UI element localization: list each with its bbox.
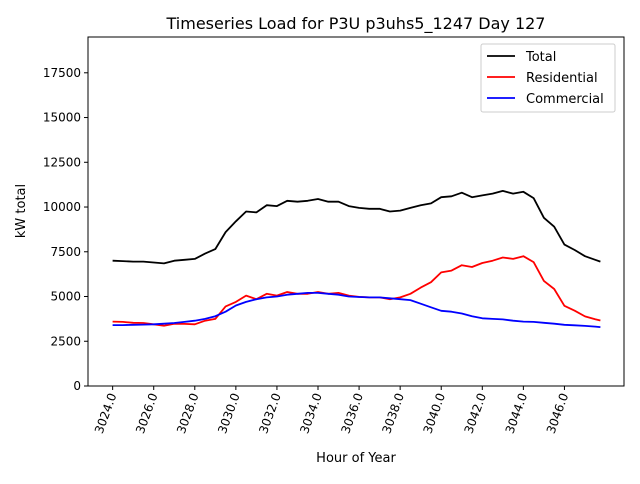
series-line-total (112, 189, 601, 265)
x-tick-label: 3032.0 (256, 391, 284, 435)
legend-label: Commercial (526, 92, 604, 107)
plot-area (112, 189, 601, 328)
y-tick-label: 7500 (50, 245, 81, 259)
x-tick-label: 3038.0 (379, 391, 407, 435)
y-tick-label: 2500 (50, 334, 81, 348)
legend-label: Residential (526, 71, 598, 86)
plot-frame (87, 36, 625, 387)
y-tick-label: 17500 (43, 66, 81, 80)
x-tick-label: 3036.0 (338, 391, 366, 435)
x-tick-label: 3026.0 (133, 391, 161, 435)
y-tick-label: 5000 (50, 290, 81, 304)
x-tick-label: 3046.0 (544, 391, 572, 435)
legend-label: Total (525, 50, 556, 65)
y-axis-label: kW total (14, 184, 29, 238)
series-line-residential (112, 255, 601, 327)
x-tick-label: 3042.0 (462, 391, 490, 435)
x-tick-label: 3034.0 (297, 391, 325, 435)
y-tick-label: 10000 (43, 200, 81, 214)
legend-box (480, 43, 616, 113)
x-axis-label: Hour of Year (316, 451, 396, 466)
y-axis: 0 2500 5000 7500 10000 12500 15000 17500 (43, 66, 88, 393)
x-tick-label: 3030.0 (215, 391, 243, 435)
x-tick-label: 3028.0 (174, 391, 202, 435)
chart-title: Timeseries Load for P3U p3uhs5_1247 Day … (166, 14, 546, 34)
y-tick-label: 12500 (43, 155, 81, 169)
x-tick-label: 3024.0 (92, 391, 120, 435)
x-tick-label: 3040.0 (421, 391, 449, 435)
legend: Total Residential Commercial (480, 43, 616, 113)
x-tick-label: 3044.0 (503, 391, 531, 435)
y-tick-label: 15000 (43, 111, 81, 125)
x-axis: 3024.0 3026.0 3028.0 3030.0 3032.0 3034.0 3036… (92, 386, 571, 435)
y-tick-label: 0 (73, 379, 81, 393)
series-line-commercial (112, 291, 601, 328)
